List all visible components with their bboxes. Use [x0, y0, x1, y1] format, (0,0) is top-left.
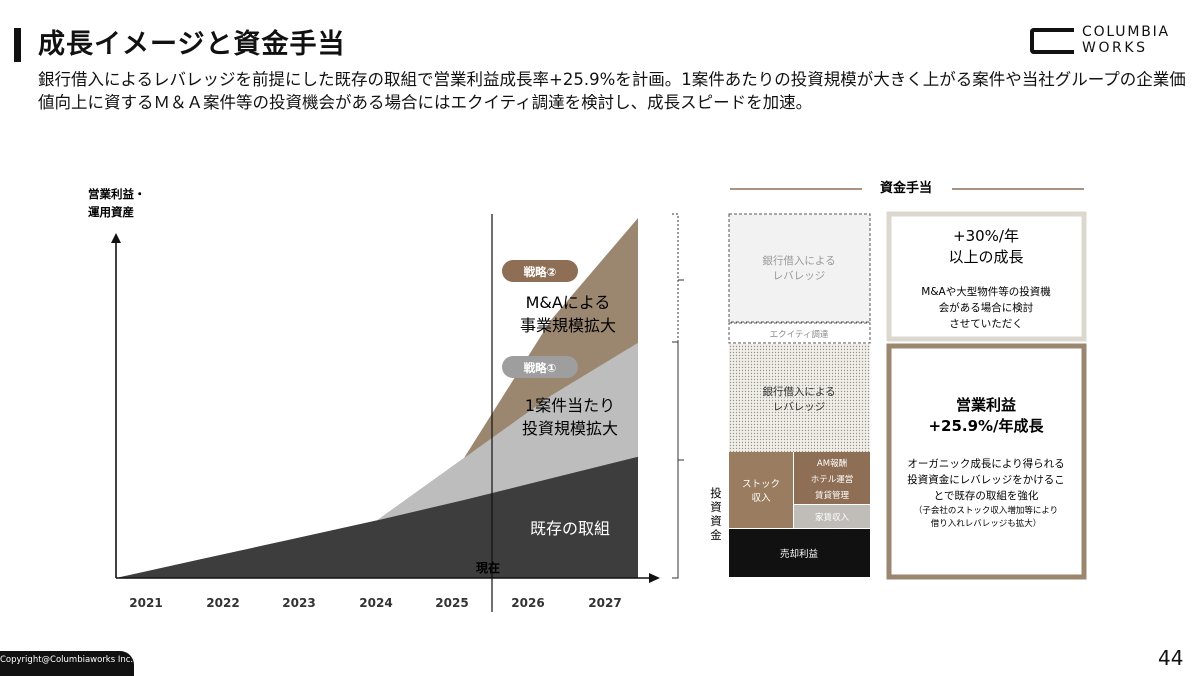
- stack-stock-income-line2: 収入: [751, 492, 771, 504]
- funding-header: 資金手当: [880, 180, 932, 196]
- profit-box-desc1: オーガニック成長により得られる: [907, 458, 1064, 470]
- strategy2-label-line1: M&Aによる: [526, 293, 611, 312]
- x-tick-label: 2021: [129, 596, 162, 610]
- stack-stock-income-line1: ストック: [742, 479, 780, 490]
- profit-box-line2: +25.9%/年成長: [928, 417, 1044, 435]
- profit-box-desc3: とで既存の取組を強化: [934, 489, 1039, 502]
- x-tick-label: 2025: [435, 596, 468, 610]
- stack-mid-leverage-line2: レバレッジ: [773, 401, 826, 413]
- x-tick-label: 2024: [359, 596, 392, 610]
- x-tick-label: 2027: [588, 596, 621, 610]
- stack-top-leverage-line1: 銀行借入による: [762, 254, 835, 267]
- page-subtitle: 銀行借入によるレバレッジを前提にした既存の取組で営業利益成長率+25.9%を計画…: [38, 70, 1186, 112]
- bracket-strategy1: [672, 341, 679, 579]
- footer-copyright: Copyright@Columbiaworks Inc.: [0, 651, 134, 676]
- stack-am-fee: AM報酬: [817, 459, 847, 469]
- side-label-char: 資: [710, 500, 722, 514]
- x-tick-label: 2023: [282, 596, 315, 610]
- stack-fee-income: [794, 452, 870, 504]
- profit-box-line1: 営業利益: [956, 396, 1016, 414]
- logo-text-line2: WORKS: [1082, 40, 1148, 56]
- growth-box-desc1: M&Aや大型物件等の投資機: [921, 285, 1051, 298]
- x-tick-label: 2022: [206, 596, 239, 610]
- growth-box-line1: +30%/年: [953, 227, 1019, 245]
- growth-box-line2: 以上の成長: [948, 248, 1023, 266]
- y-axis-label-line1: 営業利益・: [88, 187, 146, 201]
- profit-box: [886, 343, 1087, 580]
- y-axis-arrow-icon: [111, 233, 121, 243]
- x-axis-arrow-icon: [649, 573, 660, 583]
- logo-mark-icon: [1030, 28, 1074, 54]
- title-accent-bar: [14, 28, 21, 62]
- strategy1-label-line2: 投資規模拡大: [522, 419, 618, 438]
- stack-sale-profit-label: 売却利益: [780, 548, 819, 560]
- stack-rent-income: [794, 505, 870, 528]
- strategy1-badge: [502, 356, 578, 378]
- strategy1-label-line1: 1案件当たり: [525, 396, 615, 415]
- strategy2-badge-label: 戦略②: [524, 265, 557, 279]
- stack-top-leverage-line2: レバレッジ: [773, 270, 826, 282]
- profit-box-note2: 借り入れレバレッジも拡大）: [931, 518, 1042, 529]
- stack-lease-mgmt: 賃貸管理: [815, 490, 850, 501]
- page-title: 成長イメージと資金手当: [38, 29, 346, 60]
- stack-sale-profit: [729, 529, 870, 577]
- footer-copyright-text: Copyright@Columbiaworks Inc.: [0, 655, 134, 665]
- side-label-char: 資: [710, 514, 722, 528]
- strategy2-label-line2: 事業規模拡大: [520, 316, 616, 335]
- y-axis-label-line2: 運用資産: [88, 205, 134, 219]
- profit-box-desc2: 投資資金にレバレッジをかけるこ: [907, 473, 1065, 486]
- stack-equity: [728, 322, 871, 344]
- strategy1-badge-label: 戦略①: [524, 361, 557, 375]
- logo-text-line1: COLUMBIA: [1082, 24, 1170, 40]
- side-label-char: 投: [710, 486, 722, 500]
- stack-rent-income-label: 家賃収入: [815, 512, 850, 523]
- x-tick-label: 2026: [511, 596, 544, 610]
- stack-hotel: ホテル運営: [811, 474, 854, 485]
- page-number: 44: [1158, 646, 1184, 670]
- strategy2-badge: [502, 260, 578, 282]
- profit-box-note1: （子会社のストック収入増加等により: [914, 505, 1058, 516]
- growth-box-desc3: させていただく: [949, 318, 1023, 330]
- growth-box: [886, 211, 1087, 342]
- stack-equity-label: エクイティ調達: [770, 329, 829, 340]
- side-label-char: 金: [710, 528, 722, 542]
- stack-mid-leverage: [729, 344, 870, 452]
- company-logo: COLUMBIA WORKS: [1030, 24, 1190, 58]
- stack-top-leverage: [728, 213, 871, 323]
- stack-mid-leverage-line1: 銀行借入による: [762, 385, 835, 398]
- stack-stock-income: [729, 452, 793, 528]
- growth-box-desc2: 会がある場合に検討: [939, 301, 1034, 314]
- area-existing: [116, 456, 638, 578]
- bracket-strategy2: [672, 213, 679, 343]
- existing-label: 既存の取組: [530, 519, 610, 538]
- current-marker-label: 現在: [476, 560, 500, 575]
